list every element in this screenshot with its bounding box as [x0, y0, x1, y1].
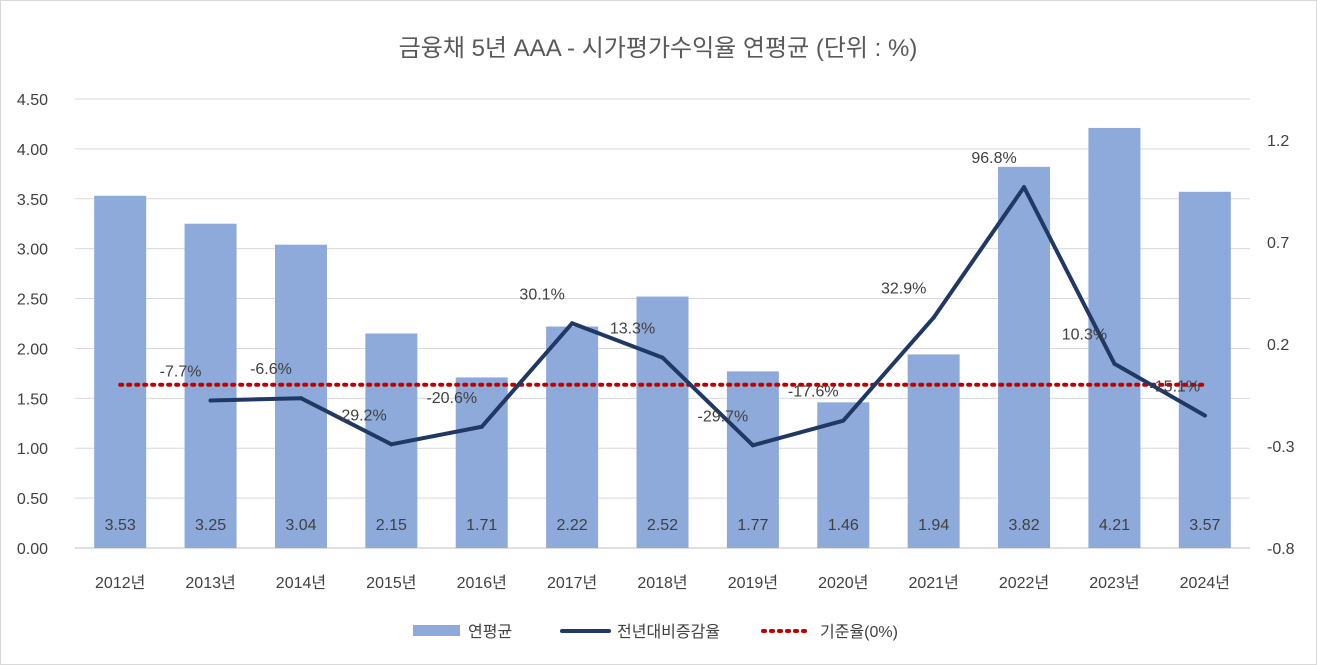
x-tick-label: 2022년 — [999, 574, 1049, 592]
y-left-tick-label: 4.50 — [17, 92, 48, 109]
bar-value-label: 3.57 — [1189, 517, 1220, 534]
x-tick-label: 2012년 — [95, 574, 145, 592]
bar-value-label: 1.94 — [918, 517, 949, 534]
line-point — [750, 443, 755, 448]
line-value-label: -7.7% — [160, 363, 202, 380]
legend: 연평균 전년대비증감율 기준율(0%) — [413, 623, 898, 641]
axis-labels: 0.00 0.50 1.00 1.50 2.00 2.50 3.00 3.50 4.00 4.50… — [17, 92, 1295, 592]
bar-value-label: 2.15 — [376, 517, 407, 534]
x-tick-label: 2019년 — [728, 574, 778, 592]
bar — [1088, 127, 1141, 549]
y-left-tick-label: 3.50 — [17, 192, 48, 209]
line-point — [841, 418, 846, 423]
y-left-tick-label: 2.00 — [17, 341, 48, 358]
y-left-tick-label: 1.00 — [17, 441, 48, 458]
x-tick-label: 2015년 — [366, 574, 416, 592]
bar-value-label: 3.04 — [285, 517, 316, 534]
legend-label: 연평균 — [468, 623, 512, 641]
bar — [1178, 191, 1231, 548]
x-tick-label: 2014년 — [276, 574, 326, 592]
change-rate-line: -7.7% -6.6% -29.2% -20.6% 30.1% 13.3% -29.7% -1… — [160, 150, 1207, 448]
legend-label: 기준율(0%) — [820, 623, 898, 641]
y-left-tick-label: 3.00 — [17, 242, 48, 259]
y-left-tick-label: 0.50 — [17, 491, 48, 508]
line-value-label: -29.2% — [336, 407, 387, 424]
y-left-tick-label: 0.00 — [17, 541, 48, 558]
x-tick-label: 2017년 — [547, 574, 597, 592]
y-left-tick-label: 4.00 — [17, 142, 48, 159]
x-tick-label: 2013년 — [185, 574, 235, 592]
line-value-label: -20.6% — [426, 390, 477, 407]
bar-value-label: 1.71 — [466, 517, 497, 534]
line-point — [208, 398, 213, 403]
x-tick-label: 2020년 — [818, 574, 868, 592]
line-value-label: -6.6% — [250, 361, 292, 378]
bar — [636, 296, 689, 548]
line-value-label: -17.6% — [788, 384, 839, 401]
bar — [907, 354, 960, 548]
legend-swatch-bar — [413, 625, 460, 636]
chart-title: 금융채 5년 AAA - 시가평가수익율 연평균 (단위 : %) — [399, 35, 918, 62]
legend-label: 전년대비증감율 — [617, 623, 720, 641]
bar-value-label: 2.52 — [647, 517, 678, 534]
y-left-tick-label: 1.50 — [17, 391, 48, 408]
x-tick-label: 2021년 — [908, 574, 958, 592]
bar-value-label: 3.53 — [105, 517, 136, 534]
x-tick-label: 2016년 — [457, 574, 507, 592]
x-tick-label: 2018년 — [637, 574, 687, 592]
bar — [998, 166, 1051, 549]
bar-series: 3.53 3.25 3.04 2.15 1.71 2.22 2.52 1.77 1.46 1.94… — [94, 127, 1231, 549]
line-point — [931, 315, 936, 320]
x-tick-label: 2024년 — [1180, 574, 1230, 592]
y-right-tick-label: -0.8 — [1267, 541, 1295, 558]
line-point — [570, 321, 575, 326]
bar — [726, 371, 779, 548]
line-value-label: 30.1% — [519, 286, 564, 303]
line-point — [1022, 185, 1027, 190]
line-value-label: -29.7% — [698, 408, 749, 425]
y-right-tick-label: 0.7 — [1267, 235, 1289, 252]
line-point — [1112, 361, 1117, 366]
bar-value-label: 1.77 — [737, 517, 768, 534]
bar — [546, 326, 599, 548]
line-value-label: 96.8% — [971, 150, 1016, 167]
line-value-label: 32.9% — [881, 281, 926, 298]
bar-value-label: 3.82 — [1008, 517, 1039, 534]
line-path — [208, 185, 1207, 448]
y-left-tick-label: 2.50 — [17, 292, 48, 309]
y-right-tick-label: 0.2 — [1267, 337, 1289, 354]
line-point — [298, 396, 303, 401]
x-tick-label: 2023년 — [1089, 574, 1139, 592]
line-point — [389, 442, 394, 447]
bar-value-label: 1.46 — [828, 517, 859, 534]
line-point — [660, 355, 665, 360]
line-point — [479, 424, 484, 429]
y-right-tick-label: -0.3 — [1267, 439, 1295, 456]
line-value-label: 13.3% — [610, 321, 655, 338]
line-point — [1202, 413, 1207, 418]
bar-value-label: 2.22 — [557, 517, 588, 534]
line-value-label: -15.1% — [1149, 379, 1200, 396]
line-value-label: 10.3% — [1062, 327, 1107, 344]
y-right-tick-label: 1.2 — [1267, 133, 1289, 150]
bar — [94, 195, 147, 549]
bar-value-label: 3.25 — [195, 517, 226, 534]
bar-value-label: 4.21 — [1099, 517, 1130, 534]
